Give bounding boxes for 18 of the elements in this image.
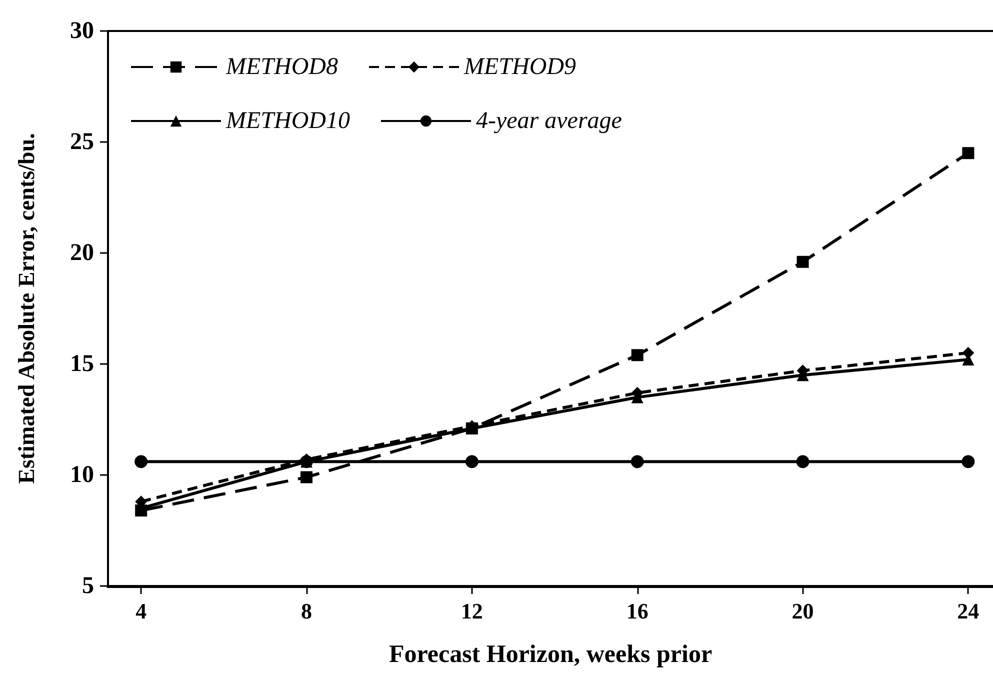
x-tick-label: 8 [301, 598, 312, 624]
legend-label: METHOD8 [225, 54, 338, 80]
y-tick-label: 25 [70, 129, 94, 155]
x-axis-title: Forecast Horizon, weeks prior [388, 641, 712, 668]
y-tick-label: 30 [70, 18, 94, 44]
y-tick-label: 5 [82, 573, 94, 599]
x-tick-label: 16 [626, 598, 648, 624]
x-tick-label: 20 [792, 598, 814, 624]
legend-label: METHOD9 [462, 54, 576, 80]
x-tick-label: 4 [136, 598, 147, 624]
legend-label: METHOD10 [225, 108, 350, 134]
x-tick-label: 12 [460, 598, 483, 624]
y-axis-title: Estimated Absolute Error, cents/bu. [14, 133, 39, 484]
y-tick-label: 10 [70, 462, 94, 488]
y-tick-label: 20 [70, 240, 94, 266]
y-tick-label: 15 [70, 351, 94, 377]
x-tick-label: 24 [957, 598, 980, 624]
legend-label: 4-year average [476, 108, 622, 134]
